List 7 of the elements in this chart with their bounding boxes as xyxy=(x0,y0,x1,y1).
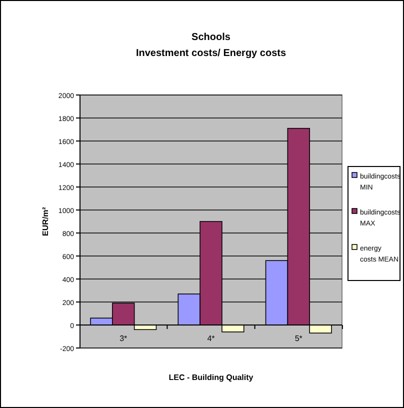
x-tick-label: 3* xyxy=(120,334,128,343)
chart-title: Schools xyxy=(192,32,231,43)
y-axis-title: EUR/m² xyxy=(41,206,50,236)
chart-subtitle: Investment costs/ Energy costs xyxy=(136,48,286,59)
x-axis-title: LEC - Building Quality xyxy=(168,373,254,382)
x-tick-label: 4* xyxy=(207,334,215,343)
x-tick-label: 5* xyxy=(294,334,302,343)
